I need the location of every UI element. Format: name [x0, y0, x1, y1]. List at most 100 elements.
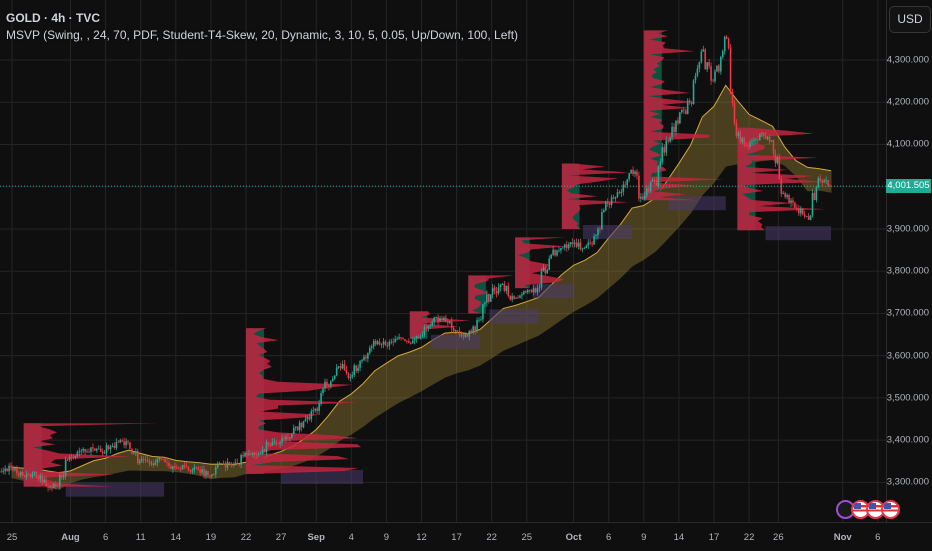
- candle-body: [468, 330, 471, 337]
- candle-body: [632, 169, 634, 175]
- candle-body: [579, 242, 582, 250]
- candle-body: [175, 467, 178, 469]
- candle-body: [372, 340, 375, 347]
- candle-body: [737, 132, 740, 137]
- candle-body: [796, 207, 798, 209]
- candle-body: [166, 462, 168, 464]
- candle-body: [526, 289, 529, 293]
- candle-body: [172, 466, 174, 469]
- candle-body: [470, 330, 473, 333]
- candle-body: [821, 180, 824, 183]
- candle-body: [411, 340, 414, 344]
- candle-body: [759, 133, 761, 141]
- last-price-label: 4,001.505: [886, 179, 931, 194]
- candle-body: [667, 140, 669, 142]
- time-tick: 22: [486, 532, 497, 543]
- candle-body: [335, 367, 338, 376]
- candle-body: [692, 80, 695, 104]
- time-tick: 26: [773, 532, 784, 543]
- candle-body: [226, 462, 229, 468]
- candle-body: [604, 202, 607, 211]
- economic-events[interactable]: [836, 500, 900, 520]
- candle-body: [370, 346, 373, 348]
- candle-body: [220, 463, 223, 464]
- candle-body: [236, 462, 239, 464]
- candle-body: [242, 455, 244, 457]
- candle-body: [8, 465, 10, 472]
- candle-body: [817, 178, 820, 188]
- candle-body: [392, 341, 395, 343]
- candle-body: [690, 102, 693, 104]
- candle-body: [448, 321, 451, 323]
- symbol-title[interactable]: GOLD · 4h · TVC: [6, 11, 100, 25]
- candle-body: [388, 341, 391, 346]
- candle-body: [214, 467, 217, 475]
- candle-body: [396, 338, 398, 340]
- candle-body: [603, 210, 605, 213]
- candle-body: [716, 65, 718, 72]
- candle-body: [281, 438, 283, 443]
- candle-body: [450, 321, 453, 329]
- candle-body: [671, 126, 673, 138]
- candle-body: [443, 317, 445, 320]
- candle-body: [62, 475, 65, 478]
- us-flag-icon[interactable]: [881, 500, 900, 519]
- candle-body: [49, 486, 51, 488]
- candle-body: [733, 102, 736, 124]
- candle-body: [552, 249, 554, 255]
- candle-body: [269, 444, 272, 446]
- candle-body: [142, 459, 145, 461]
- currency-button[interactable]: USD: [889, 6, 931, 33]
- candle-body: [353, 365, 356, 375]
- candle-body: [193, 467, 196, 471]
- candle-body: [486, 294, 488, 303]
- candle-body: [525, 291, 527, 293]
- candle-body: [439, 318, 441, 322]
- candle-body: [657, 165, 660, 186]
- volume-profiles: [23, 30, 831, 497]
- candle-body: [747, 145, 749, 147]
- candle-body: [665, 140, 668, 153]
- indicator-label[interactable]: MSVP (Swing, , 24, 70, PDF, Student-T4-S…: [6, 28, 519, 42]
- candle-body: [37, 477, 40, 480]
- candle-body: [702, 49, 705, 52]
- candle-body: [183, 465, 186, 467]
- candle-body: [386, 345, 389, 346]
- candle-body: [708, 62, 710, 67]
- candle-body: [76, 452, 79, 456]
- candle-body: [320, 392, 322, 404]
- candle-body: [92, 447, 94, 449]
- time-axis[interactable]: 25 Aug 6 11 14 19 22 27 Sep 4 9 12 17 22 25 Oct 6 9 14 17 22…: [0, 522, 932, 551]
- candle-body: [181, 465, 184, 470]
- candle-body: [406, 340, 408, 342]
- candle-body: [618, 192, 621, 194]
- candle-body: [408, 341, 410, 344]
- candle-body: [491, 287, 494, 295]
- candle-body: [511, 296, 513, 300]
- candle-body: [10, 465, 12, 468]
- candle-body: [160, 457, 162, 460]
- candle-body: [390, 341, 393, 343]
- candle-body: [328, 385, 330, 387]
- candle-body: [784, 193, 786, 198]
- candle-body: [827, 180, 829, 186]
- candle-body: [764, 135, 767, 139]
- candle-body: [794, 202, 796, 208]
- candle-body: [252, 453, 254, 455]
- candle-body: [27, 474, 30, 476]
- candle-body: [507, 285, 510, 296]
- candle-body: [341, 364, 344, 369]
- candle-body: [121, 440, 123, 442]
- candle-body: [622, 184, 625, 192]
- candle-body: [94, 448, 96, 451]
- candle-body: [825, 180, 827, 182]
- price-axis[interactable]: 4,300.000 4,200.000 4,100.000 3,900.000 3,80…: [886, 0, 932, 522]
- price-chart[interactable]: [0, 0, 886, 522]
- candle-body: [445, 317, 447, 322]
- candle-body: [645, 188, 648, 196]
- candle-body: [230, 464, 233, 466]
- candle-body: [277, 443, 279, 445]
- candle-body: [16, 468, 18, 474]
- time-tick: 9: [641, 532, 647, 543]
- candle-body: [433, 317, 435, 322]
